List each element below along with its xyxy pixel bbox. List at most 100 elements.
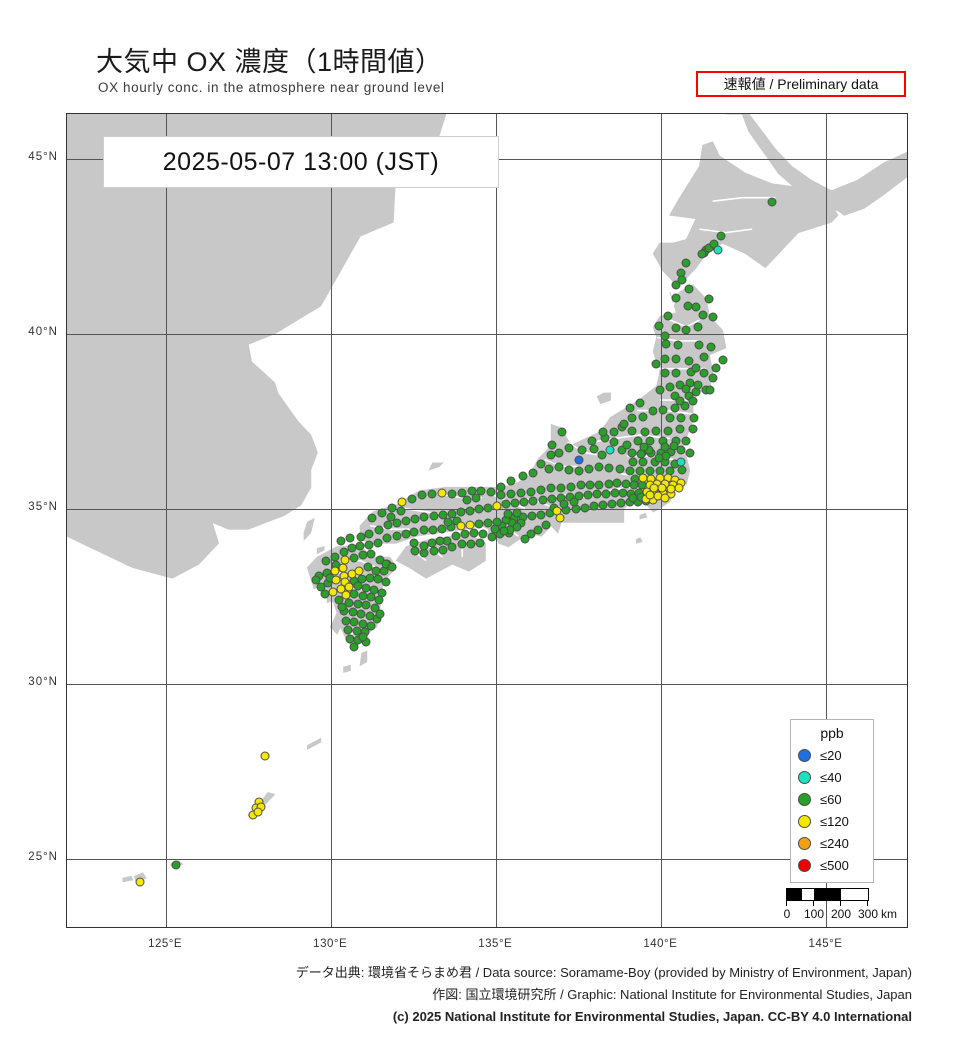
station-point	[536, 510, 546, 519]
latitude-label: 40°N	[28, 326, 58, 339]
y-axis-tick	[66, 229, 67, 230]
station-point	[447, 489, 457, 498]
scale-bar-tick	[813, 901, 814, 906]
legend-item-label: ≤60	[820, 791, 842, 807]
station-point	[533, 525, 542, 534]
station-point	[410, 514, 420, 524]
legend-item: ≤60	[795, 788, 869, 810]
station-point	[429, 511, 438, 521]
station-point	[364, 529, 374, 539]
x-axis-tick	[199, 927, 200, 928]
legend-item: ≤120	[795, 810, 869, 832]
station-point	[633, 436, 643, 446]
landmass-tanegashima	[359, 650, 368, 667]
scale-bar-unit-label: km	[881, 907, 897, 921]
station-point	[671, 354, 681, 364]
x-axis-tick	[628, 927, 629, 928]
y-axis-tick	[66, 754, 67, 755]
station-point	[171, 860, 181, 870]
landmass-izu2	[635, 537, 643, 544]
landmass-oki	[428, 462, 444, 471]
scale-bar-tick	[867, 901, 868, 906]
scale-bar-label: 0	[783, 907, 791, 921]
station-point	[490, 524, 500, 533]
station-point	[428, 525, 438, 534]
station-point	[316, 582, 326, 592]
station-point	[627, 413, 637, 423]
station-point	[639, 442, 649, 452]
station-point	[528, 496, 538, 505]
station-point	[474, 519, 484, 529]
station-point	[713, 245, 722, 255]
legend-item-label: ≤20	[820, 747, 842, 763]
legend-box: ppb ≤20 ≤40 ≤60 ≤120 ≤240 ≤500	[790, 719, 874, 883]
station-point	[619, 419, 629, 429]
legend-item-label: ≤40	[820, 769, 842, 785]
footer: データ出典: 環境省そらまめ君 / Data source: Soramame-…	[0, 962, 980, 1028]
scale-bar-label: 100	[803, 907, 825, 921]
station-point	[556, 483, 566, 493]
prefecture-border	[659, 392, 707, 401]
station-point	[370, 603, 380, 613]
x-axis-tick	[727, 927, 728, 928]
legend-item: ≤500	[795, 854, 869, 876]
station-point	[506, 476, 516, 486]
station-point	[397, 497, 407, 507]
station-point	[349, 642, 359, 652]
longitude-label: 145°E	[808, 938, 843, 950]
station-point	[617, 445, 627, 455]
station-point	[559, 499, 569, 509]
station-point	[387, 562, 397, 572]
station-point	[336, 536, 346, 546]
scale-bar: 0 100 200 300 km	[783, 888, 897, 923]
station-point	[366, 549, 376, 559]
station-point	[465, 506, 475, 516]
footer-line-graphic: 作図: 国立環境研究所 / Graphic: National Institut…	[432, 987, 912, 1002]
preliminary-data-badge: 速報値 / Preliminary data	[696, 71, 906, 97]
station-point	[383, 520, 393, 530]
y-axis-tick	[66, 194, 67, 195]
station-point	[574, 455, 584, 465]
station-point	[135, 877, 145, 887]
station-point	[347, 543, 357, 553]
scale-bar-label: 300	[857, 907, 879, 921]
station-point	[610, 488, 619, 497]
station-point	[604, 479, 613, 489]
station-point	[660, 442, 670, 452]
map-plot-area[interactable]	[66, 113, 908, 928]
station-point	[492, 501, 502, 511]
station-point	[527, 511, 537, 521]
legend-swatch-icon	[798, 814, 811, 828]
station-point	[605, 445, 615, 455]
station-point	[654, 453, 664, 462]
station-point	[609, 427, 618, 437]
station-point	[496, 490, 506, 500]
station-point	[627, 426, 637, 436]
station-point	[520, 534, 530, 544]
station-point	[417, 490, 427, 500]
gridline-parallel	[67, 334, 907, 336]
station-point	[688, 396, 698, 406]
legend-item-label: ≤500	[820, 857, 849, 873]
x-axis-tick	[67, 927, 68, 928]
station-point	[476, 486, 486, 496]
station-point	[705, 385, 715, 395]
station-point	[583, 490, 593, 500]
station-point	[658, 405, 668, 415]
station-point	[364, 540, 374, 550]
x-axis-tick	[595, 927, 596, 928]
x-axis-tick	[529, 927, 530, 928]
station-point	[337, 602, 347, 611]
station-point	[670, 391, 680, 401]
scale-bar-tick	[840, 901, 841, 906]
legend-item: ≤240	[795, 832, 869, 854]
station-point	[386, 512, 396, 522]
station-point	[438, 545, 448, 554]
station-point	[429, 546, 438, 556]
station-point	[671, 323, 681, 333]
station-point	[438, 510, 448, 519]
page-title: 大気中 OX 濃度（1時間値）	[96, 47, 443, 77]
scale-bar-segment	[841, 889, 868, 900]
station-point	[374, 525, 384, 535]
x-axis-tick	[166, 927, 167, 928]
